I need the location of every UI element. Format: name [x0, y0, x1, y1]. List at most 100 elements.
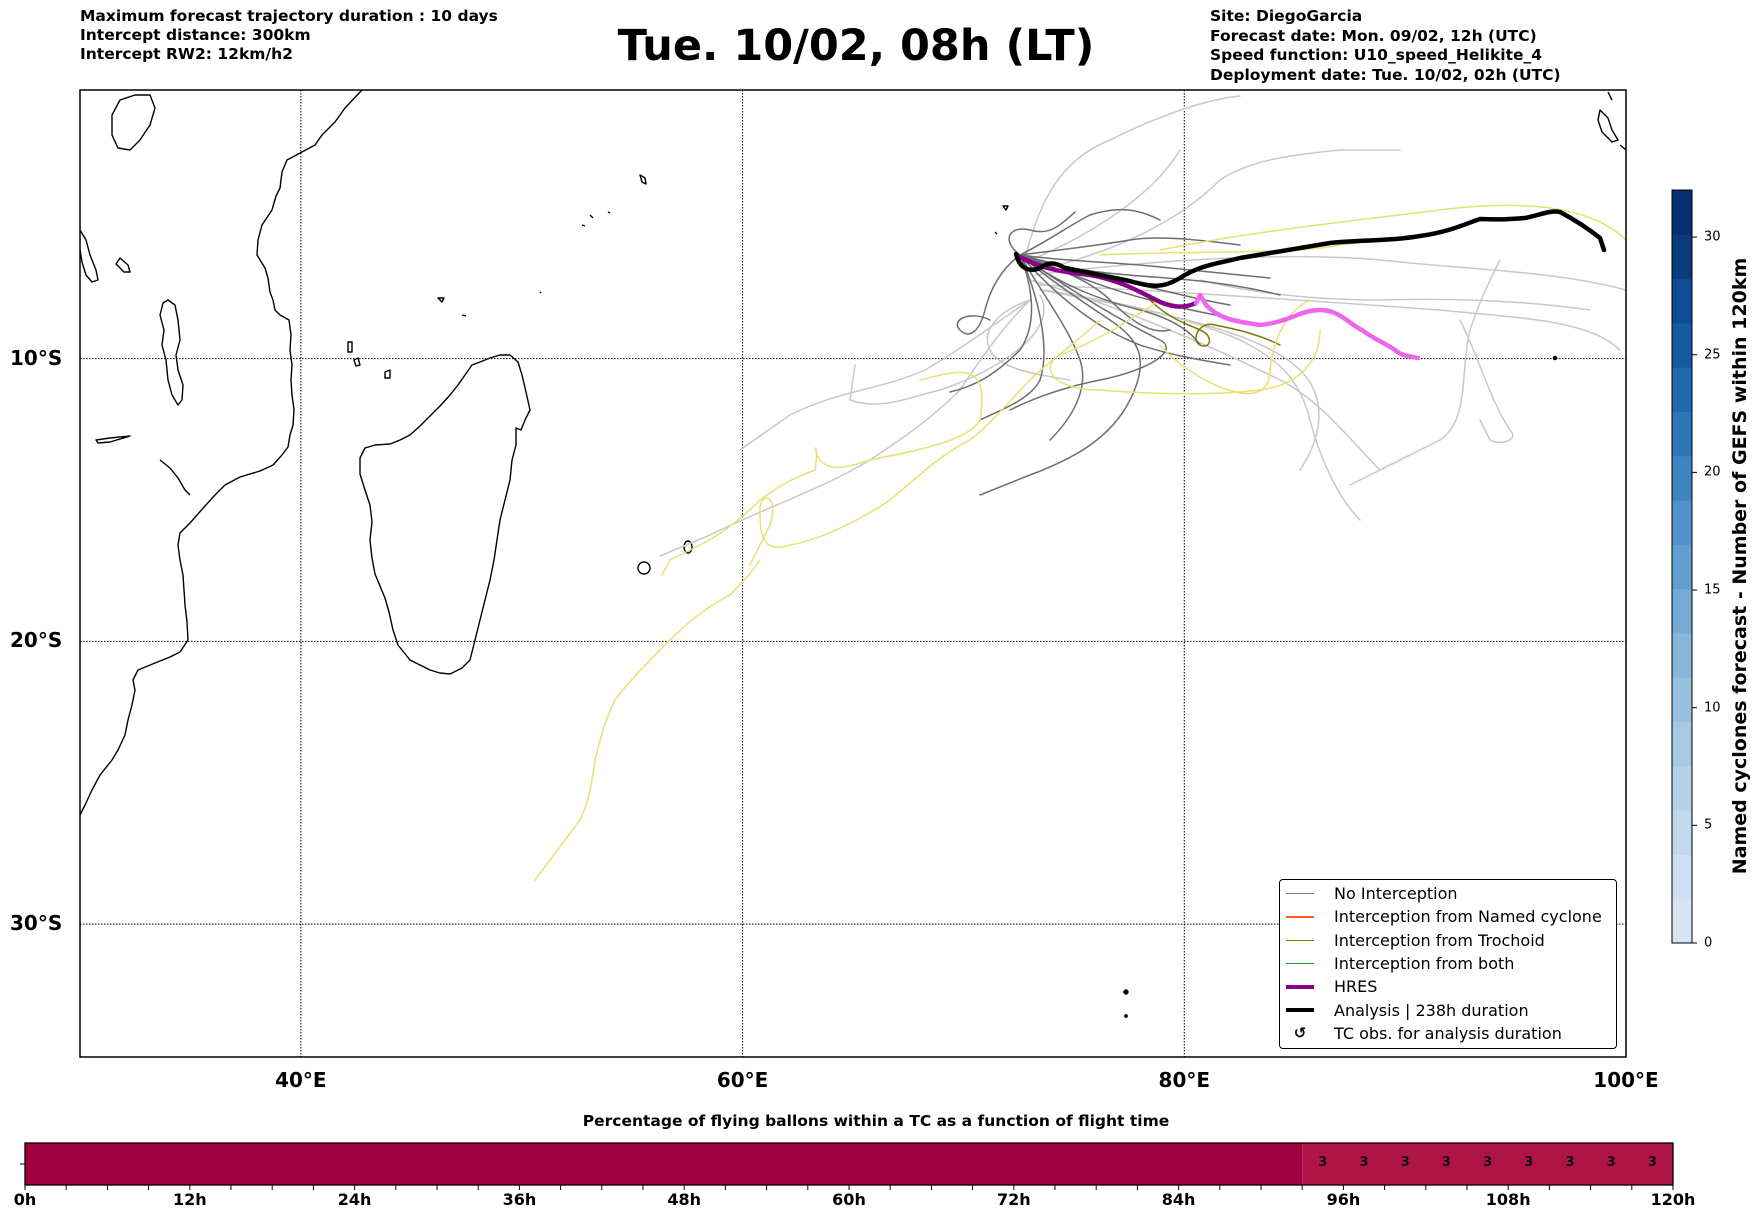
traj-yellow-3	[1159, 299, 1311, 395]
colorbar-tick-label: 5	[1704, 817, 1713, 833]
line-gray-icon	[1286, 893, 1314, 895]
traj-light-10	[739, 299, 1031, 451]
lake-bangweulu	[95, 435, 131, 444]
flight-time-tick-label: 36h	[502, 1190, 537, 1209]
lon-label: 80°E	[1158, 1068, 1211, 1092]
colorbar-frame	[1671, 189, 1693, 944]
deployment-date-text: Deployment date: Tue. 10/02, 02h (UTC)	[1210, 65, 1561, 84]
flight-time-tick-label: 48h	[667, 1190, 702, 1209]
colorbar-tick-label: 15	[1704, 582, 1721, 598]
traj-light-8	[659, 299, 1031, 557]
colorbar-segment	[1672, 588, 1692, 634]
colorbar-segment	[1672, 500, 1692, 545]
lat-label: 20°S	[10, 628, 63, 653]
legend-item: No Interception	[1280, 882, 1616, 905]
madagascar-coastline	[359, 354, 531, 675]
line-black-icon	[1286, 1008, 1314, 1013]
flight-time-bar-title: Percentage of flying ballons within a TC…	[582, 1112, 1170, 1130]
flight-time-value-label: 3	[1318, 1155, 1328, 1170]
legend-item: Analysis | 238h duration	[1280, 998, 1616, 1021]
colorbar-segment	[1672, 632, 1692, 678]
lake-victoria	[111, 94, 156, 151]
lake-small	[115, 257, 131, 273]
forecast-date-text: Forecast date: Mon. 09/02, 12h (UTC)	[1210, 26, 1537, 45]
colorbar-segment	[1672, 367, 1692, 412]
flight-time-tick-label: 72h	[996, 1190, 1031, 1209]
colorbar-tick-label: 30	[1704, 229, 1721, 245]
traj-dark-3	[979, 254, 1142, 496]
colorbar-segment	[1672, 234, 1692, 280]
map-frame	[79, 89, 1627, 1058]
flight-time-tick-label: 0h	[13, 1190, 37, 1209]
traj-light-15	[1199, 279, 1591, 311]
traj-dark-8	[1019, 254, 1271, 279]
flight-time-segment	[25, 1143, 1303, 1185]
flight-time-value-label: 3	[1400, 1155, 1410, 1170]
traj-dark-7	[1019, 237, 1241, 256]
traj-trochoid	[1149, 299, 1281, 347]
colorbar-tick-label: 10	[1704, 700, 1721, 716]
colorbar-segment	[1672, 765, 1692, 811]
line-green-icon	[1286, 962, 1314, 965]
flight-time-tick-label: 120h	[1650, 1190, 1696, 1209]
colorbar-segment	[1672, 278, 1692, 324]
legend-item: ↺ TC obs. for analysis duration	[1280, 1022, 1616, 1045]
traj-dark-11	[1019, 254, 1231, 366]
seychelles-islands	[581, 174, 647, 227]
lon-label: 100°E	[1593, 1068, 1659, 1092]
flight-time-bar	[25, 1143, 1673, 1185]
lat-label: 30°S	[10, 911, 63, 936]
lat-label: 10°S	[10, 345, 63, 370]
lake-malawi	[159, 299, 184, 406]
legend-label: Analysis | 238h duration	[1334, 1000, 1529, 1020]
legend-label: Interception from Named cyclone	[1334, 907, 1602, 927]
legend-label: Interception from Trochoid	[1334, 930, 1545, 950]
flight-time-value-label: 3	[1441, 1155, 1451, 1170]
traj-dark-4	[1019, 254, 1084, 441]
cyclone-icon: ↺	[1293, 1024, 1307, 1043]
line-orange-icon	[1286, 916, 1314, 918]
traj-dark-6	[956, 254, 1021, 335]
colorbar-segment	[1672, 322, 1692, 368]
site-text: Site: DiegoGarcia	[1210, 7, 1363, 25]
legend-item: HRES	[1280, 975, 1616, 998]
sumatra-coastline	[1597, 91, 1626, 151]
traj-yellow-7	[534, 559, 761, 881]
flight-time-value-label: 3	[1565, 1155, 1575, 1170]
speed-function-text: Speed function: U10_speed_Helikite_4	[1210, 46, 1543, 64]
title-text: Tue. 10/02, 08h (LT)	[617, 21, 1095, 71]
intercept-distance-text: Intercept distance: 300km	[80, 26, 311, 44]
flight-time-tick-label: 12h	[172, 1190, 207, 1209]
lake-tanganyika	[80, 229, 99, 283]
flight-time-tick-label: 108h	[1485, 1190, 1531, 1209]
traj-yellow-6	[661, 371, 983, 576]
lon-label: 60°E	[716, 1068, 769, 1092]
flight-time-tick-label: 24h	[337, 1190, 372, 1209]
line-olive-icon	[1286, 939, 1314, 941]
africa-coastline	[80, 90, 363, 816]
traj-light-3	[1039, 149, 1401, 271]
colorbar-segment	[1672, 898, 1692, 944]
legend-label: HRES	[1334, 977, 1378, 997]
colorbar-segment	[1672, 411, 1692, 457]
colorbar-tick-label: 0	[1704, 935, 1713, 951]
intercept-rw2-text: Intercept RW2: 12km/h2	[80, 45, 293, 63]
legend-item: Interception from Named cyclone	[1280, 905, 1616, 928]
colorbar-segment	[1672, 190, 1692, 235]
small-islands	[437, 205, 1009, 317]
colorbar-ticks	[1692, 236, 1697, 944]
analysis-track	[1013, 209, 1607, 288]
legend-label: No Interception	[1334, 884, 1458, 904]
traj-yellow-5	[749, 319, 1101, 566]
traj-light-13	[1349, 259, 1501, 486]
flight-time-tick-label: 60h	[832, 1190, 866, 1209]
legend-label: TC obs. for analysis duration	[1334, 1023, 1562, 1043]
hres-track	[1015, 253, 1199, 309]
traj-light-9	[849, 294, 1045, 405]
flight-time-tick-label: 84h	[1161, 1190, 1196, 1209]
hres-track-future	[1193, 292, 1421, 361]
flight-time-bar-ticks	[24, 1185, 1674, 1190]
trajectories	[534, 95, 1626, 881]
river-line	[159, 459, 191, 496]
